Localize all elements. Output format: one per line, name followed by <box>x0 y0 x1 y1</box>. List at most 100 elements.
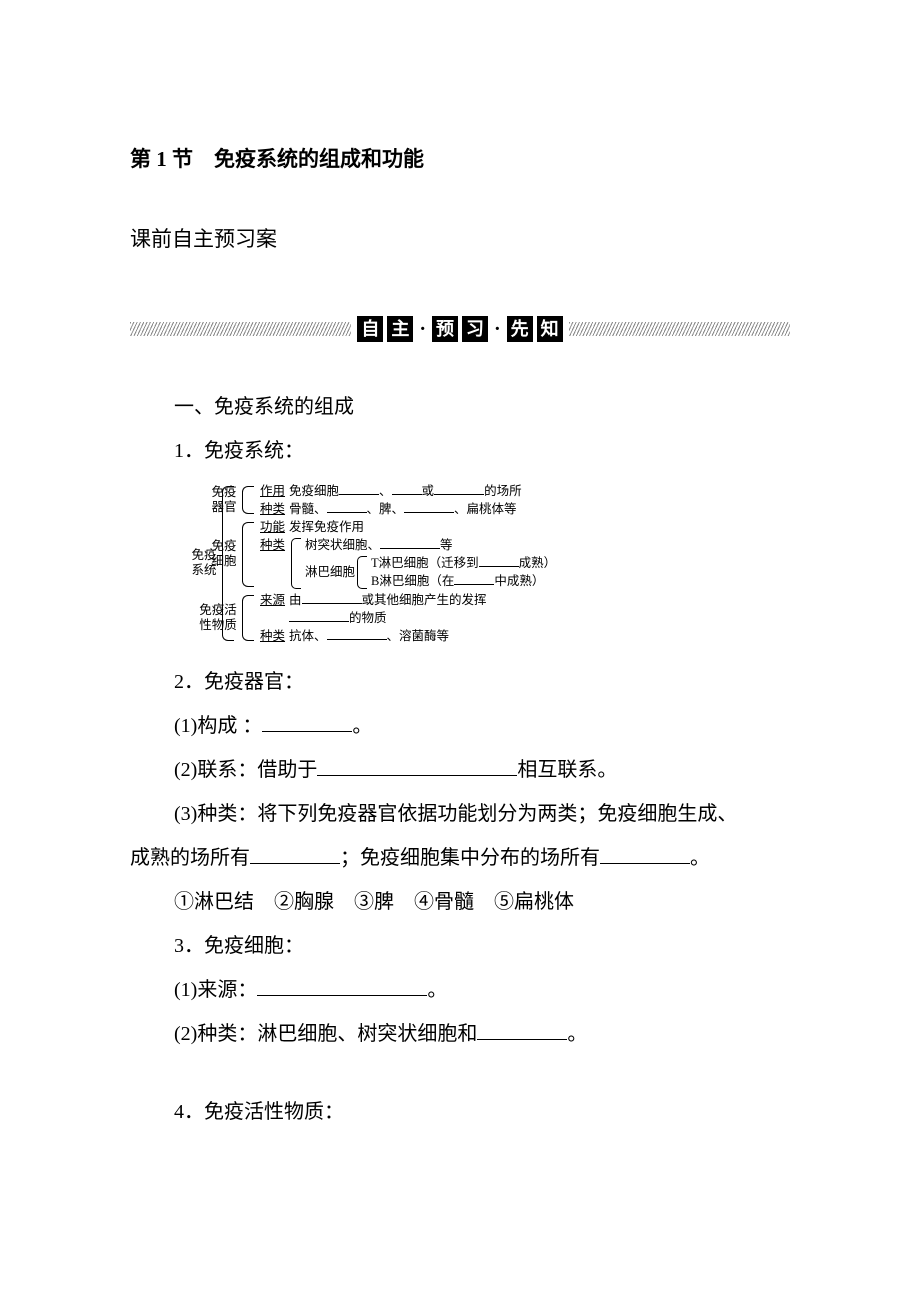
text: (2)联系：借助于 <box>174 759 317 781</box>
text: ；免疫细胞集中分布的场所有 <box>340 847 600 869</box>
leaf-label: 功能 <box>260 518 285 536</box>
section-banner: 自 主 · 预 习 · 先 知 <box>130 310 790 348</box>
item-3-p1: (1)来源： 。 <box>130 971 790 1009</box>
leaf-content: 由或其他细胞产生的发挥 的物质 <box>289 591 700 627</box>
item-2-options: ①淋巴结 ②胸腺 ③脾 ④骨髓 ⑤扁桃体 <box>130 883 790 921</box>
hatch-left <box>130 322 351 336</box>
immune-system-tree: 免疫 系统 免疫 器官 作用 免疫细胞、或的场所 <box>220 482 700 645</box>
item-3-p2: (2)种类：淋巴细胞、树突状细胞和 。 <box>130 1015 790 1053</box>
text: 、 <box>379 484 392 498</box>
leaf-content: 树突状细胞、 等 淋巴细胞 T淋巴细胞（迁移到 成熟） <box>305 536 700 590</box>
leaf-content: 发挥免疫作用 <box>289 518 700 536</box>
blank[interactable] <box>380 537 440 550</box>
banner-center: 自 主 · 预 习 · 先 知 <box>351 310 568 348</box>
text: 、脾、 <box>367 502 405 516</box>
blank[interactable] <box>454 573 494 586</box>
text: (1)构成 ： <box>174 715 262 737</box>
text: 相互联系。 <box>517 759 617 781</box>
text: 、溶菌酶等 <box>387 629 450 643</box>
blank-field[interactable] <box>250 842 340 864</box>
blank[interactable] <box>392 482 422 495</box>
leaf-content: 抗体、 、溶菌酶等 <box>289 627 700 645</box>
banner-box: 预 <box>432 316 458 342</box>
organ-types: 种类 骨髓、 、脾、 、扁桃体等 <box>260 500 700 518</box>
lymph-bracket <box>355 554 367 590</box>
banner-box: 先 <box>507 316 533 342</box>
text: 由 <box>289 593 302 607</box>
cell-types-bracket <box>289 536 301 590</box>
lesson-subtitle: 课前自主预习案 <box>130 220 790 260</box>
text: 免疫细胞 <box>289 484 339 498</box>
banner-box: 自 <box>357 316 383 342</box>
leaf-content: 骨髓、 、脾、 、扁桃体等 <box>289 500 700 518</box>
blank-field[interactable] <box>257 974 427 996</box>
blank[interactable] <box>339 482 379 495</box>
b-cell-line: B淋巴细胞（在 中成熟） <box>371 572 700 590</box>
t-cell-line: T淋巴细胞（迁移到 成熟） <box>371 554 700 572</box>
blank-field[interactable] <box>262 710 352 732</box>
text: (1)来源： <box>174 979 257 1001</box>
text: 树突状细胞、 <box>305 538 380 552</box>
blank[interactable] <box>479 555 519 568</box>
substance-types: 种类 抗体、 、溶菌酶等 <box>260 627 700 645</box>
blank[interactable] <box>404 500 454 513</box>
cell-label: 免疫 细胞 <box>210 539 238 569</box>
hatch-right <box>569 322 790 336</box>
text: B淋巴细胞（在 <box>371 574 454 588</box>
item-2-p3b: 成熟的场所有 ；免疫细胞集中分布的场所有 。 <box>130 839 790 877</box>
cell-function: 功能 发挥免疫作用 <box>260 518 700 536</box>
organ-function: 作用 免疫细胞 、 或 的场所 <box>260 482 700 500</box>
item-2-p2: (2)联系：借助于 相互联系。 <box>130 751 790 789</box>
substance-label: 免疫活 性物质 <box>198 603 238 633</box>
text: 。 <box>352 715 372 737</box>
organ-bracket: 免疫 器官 <box>240 482 254 518</box>
blank-field[interactable] <box>477 1018 567 1040</box>
text: 。 <box>427 979 447 1001</box>
text: 。 <box>690 847 710 869</box>
banner-box: 习 <box>462 316 488 342</box>
item-3: 3．免疫细胞： <box>130 927 790 965</box>
leaf-label: 作用 <box>260 482 285 500</box>
text: 。 <box>567 1023 587 1045</box>
leaf-label: 种类 <box>260 627 285 645</box>
text: 或 <box>422 484 435 498</box>
cell-bracket: 免疫 细胞 <box>240 518 254 591</box>
banner-box: 知 <box>537 316 563 342</box>
substance-source: 来源 由或其他细胞产生的发挥 的物质 <box>260 591 700 627</box>
blank[interactable] <box>327 627 387 640</box>
cell-types: 种类 树突状细胞、等 淋巴细胞 T淋巴细胞（迁移 <box>260 536 700 590</box>
text: 的场所 <box>484 484 522 498</box>
text: 中成熟） <box>494 574 544 588</box>
text: 等 <box>440 538 453 552</box>
item-2-p3a: (3)种类：将下列免疫器官依据功能划分为两类；免疫细胞生成、 <box>130 795 790 833</box>
text: 的物质 <box>349 611 387 625</box>
text: (2)种类：淋巴细胞、树突状细胞和 <box>174 1023 477 1045</box>
leaf-label: 种类 <box>260 500 285 518</box>
organ-label: 免疫 器官 <box>210 485 238 515</box>
leaf-label: 种类 <box>260 536 285 554</box>
blank-field[interactable] <box>600 842 690 864</box>
chapter-title: 第 1 节 免疫系统的组成和功能 <box>130 140 790 180</box>
blank-field[interactable] <box>317 754 517 776</box>
banner-dot: · <box>492 310 503 348</box>
item-4: 4．免疫活性物质： <box>130 1093 790 1131</box>
text: 成熟） <box>519 556 557 570</box>
item-1: 1．免疫系统： <box>130 432 790 470</box>
banner-box: 主 <box>387 316 413 342</box>
text: 抗体、 <box>289 629 327 643</box>
blank[interactable] <box>327 500 367 513</box>
text: 成熟的场所有 <box>130 847 250 869</box>
text: 、扁桃体等 <box>454 502 517 516</box>
item-2: 2．免疫器官： <box>130 663 790 701</box>
blank[interactable] <box>434 482 484 495</box>
lymph-label: 淋巴细胞 <box>305 554 355 590</box>
blank[interactable] <box>302 591 362 604</box>
item-2-p1: (1)构成 ： 。 <box>130 707 790 745</box>
leaf-label: 来源 <box>260 591 285 609</box>
leaf-content: 免疫细胞 、 或 的场所 <box>289 482 700 500</box>
blank[interactable] <box>289 609 349 622</box>
substance-bracket: 免疫活 性物质 <box>240 591 254 645</box>
banner-dot: · <box>417 310 428 348</box>
text: T淋巴细胞（迁移到 <box>371 556 479 570</box>
text: 骨髓、 <box>289 502 327 516</box>
